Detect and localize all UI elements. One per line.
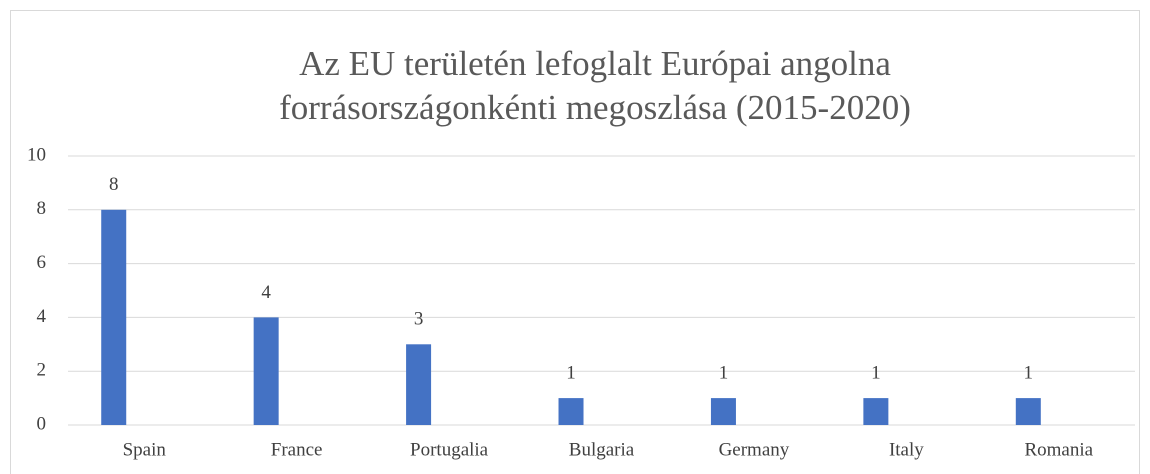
data-label: 1 <box>566 362 576 383</box>
bar <box>406 344 432 425</box>
data-label: 4 <box>261 282 271 303</box>
data-label: 1 <box>871 362 881 383</box>
y-tick-label: 0 <box>37 413 47 434</box>
x-tick-label: Italy <box>889 439 924 460</box>
x-tick-label: Bulgaria <box>569 439 635 460</box>
data-label: 1 <box>719 362 729 383</box>
x-tick-label: Portugalia <box>410 439 489 460</box>
bar <box>863 398 889 425</box>
x-tick-label: Germany <box>719 439 790 460</box>
y-tick-label: 4 <box>37 306 47 327</box>
bar <box>558 398 584 425</box>
data-label: 3 <box>414 309 424 330</box>
bar <box>710 398 736 425</box>
bar <box>101 209 127 425</box>
bar <box>1015 398 1041 425</box>
bar <box>253 317 279 425</box>
y-tick-label: 10 <box>27 144 46 165</box>
data-label: 8 <box>109 174 119 195</box>
y-tick-label: 6 <box>37 252 47 273</box>
x-tick-label: France <box>271 439 323 460</box>
chart-frame <box>10 10 1140 474</box>
x-tick-label: Spain <box>123 439 167 460</box>
x-tick-label: Romania <box>1024 439 1093 460</box>
y-tick-label: 8 <box>37 198 47 219</box>
y-tick-label: 2 <box>37 360 47 381</box>
chart-title: Az EU területén lefoglalt Európai angoln… <box>279 44 911 127</box>
data-label: 1 <box>1024 362 1034 383</box>
